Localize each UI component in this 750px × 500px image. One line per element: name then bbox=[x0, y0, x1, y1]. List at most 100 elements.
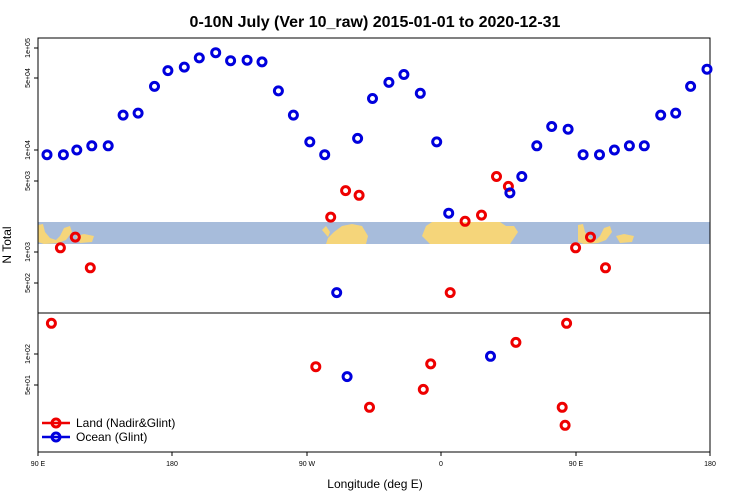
ocean-point bbox=[117, 109, 129, 121]
land-point bbox=[476, 209, 487, 221]
ocean-point bbox=[443, 207, 455, 219]
land-point bbox=[491, 171, 502, 182]
map-land-indonesia-east bbox=[616, 234, 634, 243]
land-point bbox=[444, 287, 456, 299]
y-tick-label: 5e+03 bbox=[25, 171, 32, 191]
ocean-point bbox=[71, 144, 83, 156]
ocean-point bbox=[516, 171, 528, 182]
ocean-point bbox=[431, 136, 443, 148]
map-land-asia-west bbox=[38, 224, 72, 244]
map-ocean bbox=[38, 222, 710, 244]
ocean-point bbox=[178, 61, 190, 73]
x-tick-label: 0 bbox=[439, 461, 443, 468]
land-point bbox=[425, 358, 437, 370]
ocean-point bbox=[41, 149, 53, 161]
land-point bbox=[310, 361, 322, 373]
land-point bbox=[364, 401, 375, 413]
y-tick-label: 5e+02 bbox=[25, 273, 32, 293]
ocean-point bbox=[57, 149, 69, 161]
ocean-point bbox=[398, 69, 410, 80]
ocean-point bbox=[162, 65, 174, 77]
ocean-point bbox=[414, 87, 426, 99]
ocean-point bbox=[383, 76, 395, 88]
chart-title: 0-10N July (Ver 10_raw) 2015-01-01 to 20… bbox=[190, 14, 561, 31]
ocean-point bbox=[504, 187, 516, 199]
y-tick-label: 1e+05 bbox=[25, 38, 32, 58]
ocean-point bbox=[319, 149, 331, 161]
ocean-point bbox=[367, 93, 378, 104]
ocean-point bbox=[287, 109, 299, 121]
land-point bbox=[69, 231, 81, 243]
ocean-point bbox=[210, 47, 222, 59]
land-point bbox=[561, 317, 573, 329]
data-points bbox=[41, 47, 713, 431]
x-axis: 90 E 180 90 W 0 90 E 180 bbox=[31, 452, 716, 468]
legend-label-land: Land (Nadir&Glint) bbox=[76, 416, 175, 430]
y-tick-label: 1e+03 bbox=[25, 242, 32, 262]
ocean-point bbox=[562, 123, 574, 135]
ocean-point bbox=[272, 85, 284, 97]
ocean-point bbox=[546, 121, 558, 132]
ocean-point bbox=[655, 109, 667, 121]
x-tick-label: 90 E bbox=[569, 461, 584, 468]
land-point bbox=[510, 336, 522, 348]
ocean-point bbox=[225, 55, 237, 67]
world-map-strip bbox=[38, 222, 710, 244]
land-point bbox=[45, 317, 57, 329]
ocean-point bbox=[531, 140, 543, 152]
ocean-point bbox=[638, 140, 650, 152]
land-point bbox=[559, 419, 571, 431]
land-point bbox=[353, 189, 365, 201]
ocean-point bbox=[608, 144, 620, 156]
y-axis-label: N Total bbox=[0, 226, 14, 263]
land-point bbox=[585, 231, 596, 243]
ocean-point bbox=[193, 52, 205, 64]
map-land-south-america bbox=[326, 224, 368, 244]
land-point bbox=[556, 401, 568, 413]
ocean-point bbox=[241, 54, 253, 66]
land-point bbox=[84, 262, 96, 274]
land-point bbox=[417, 383, 429, 395]
y-tick-label: 1e+04 bbox=[25, 140, 32, 160]
ocean-point bbox=[670, 107, 682, 119]
ocean-point bbox=[352, 132, 364, 144]
y-tick-label: 5e+01 bbox=[25, 375, 32, 395]
ocean-point bbox=[577, 149, 589, 161]
ocean-point bbox=[485, 350, 496, 362]
ocean-point bbox=[341, 371, 353, 383]
ocean-point bbox=[701, 63, 713, 75]
land-point bbox=[600, 262, 611, 274]
ocean-point bbox=[86, 140, 98, 152]
legend-marker-ocean bbox=[50, 431, 62, 443]
x-axis-label: Longitude (deg E) bbox=[327, 477, 422, 491]
land-point bbox=[459, 215, 471, 227]
land-point bbox=[54, 242, 66, 254]
ocean-point bbox=[594, 149, 605, 161]
legend-marker-land bbox=[50, 417, 62, 429]
y-axis: 1e+05 5e+04 1e+04 5e+03 1e+03 5e+02 1e+0… bbox=[25, 38, 38, 395]
x-tick-label: 180 bbox=[704, 461, 716, 468]
ocean-point bbox=[102, 140, 114, 152]
land-point bbox=[570, 242, 582, 254]
ocean-point bbox=[685, 80, 697, 92]
ocean-point bbox=[304, 136, 316, 148]
ocean-point bbox=[132, 107, 144, 119]
x-tick-label: 90 W bbox=[299, 461, 316, 468]
land-point bbox=[325, 211, 337, 223]
legend-label-ocean: Ocean (Glint) bbox=[76, 430, 147, 444]
y-tick-label: 1e+02 bbox=[25, 344, 32, 364]
plot-frame bbox=[37, 37, 711, 453]
y-tick-label: 5e+04 bbox=[25, 68, 32, 88]
ocean-point bbox=[256, 56, 268, 68]
ocean-point bbox=[149, 80, 160, 92]
legend: Land (Nadir&Glint) Ocean (Glint) bbox=[42, 416, 175, 444]
x-tick-label: 180 bbox=[166, 461, 178, 468]
map-land-africa bbox=[422, 222, 518, 244]
map-land-central-america bbox=[322, 226, 330, 237]
x-tick-label: 90 E bbox=[31, 461, 46, 468]
ocean-point bbox=[623, 140, 635, 152]
land-point bbox=[340, 185, 352, 197]
ocean-point bbox=[331, 287, 343, 299]
